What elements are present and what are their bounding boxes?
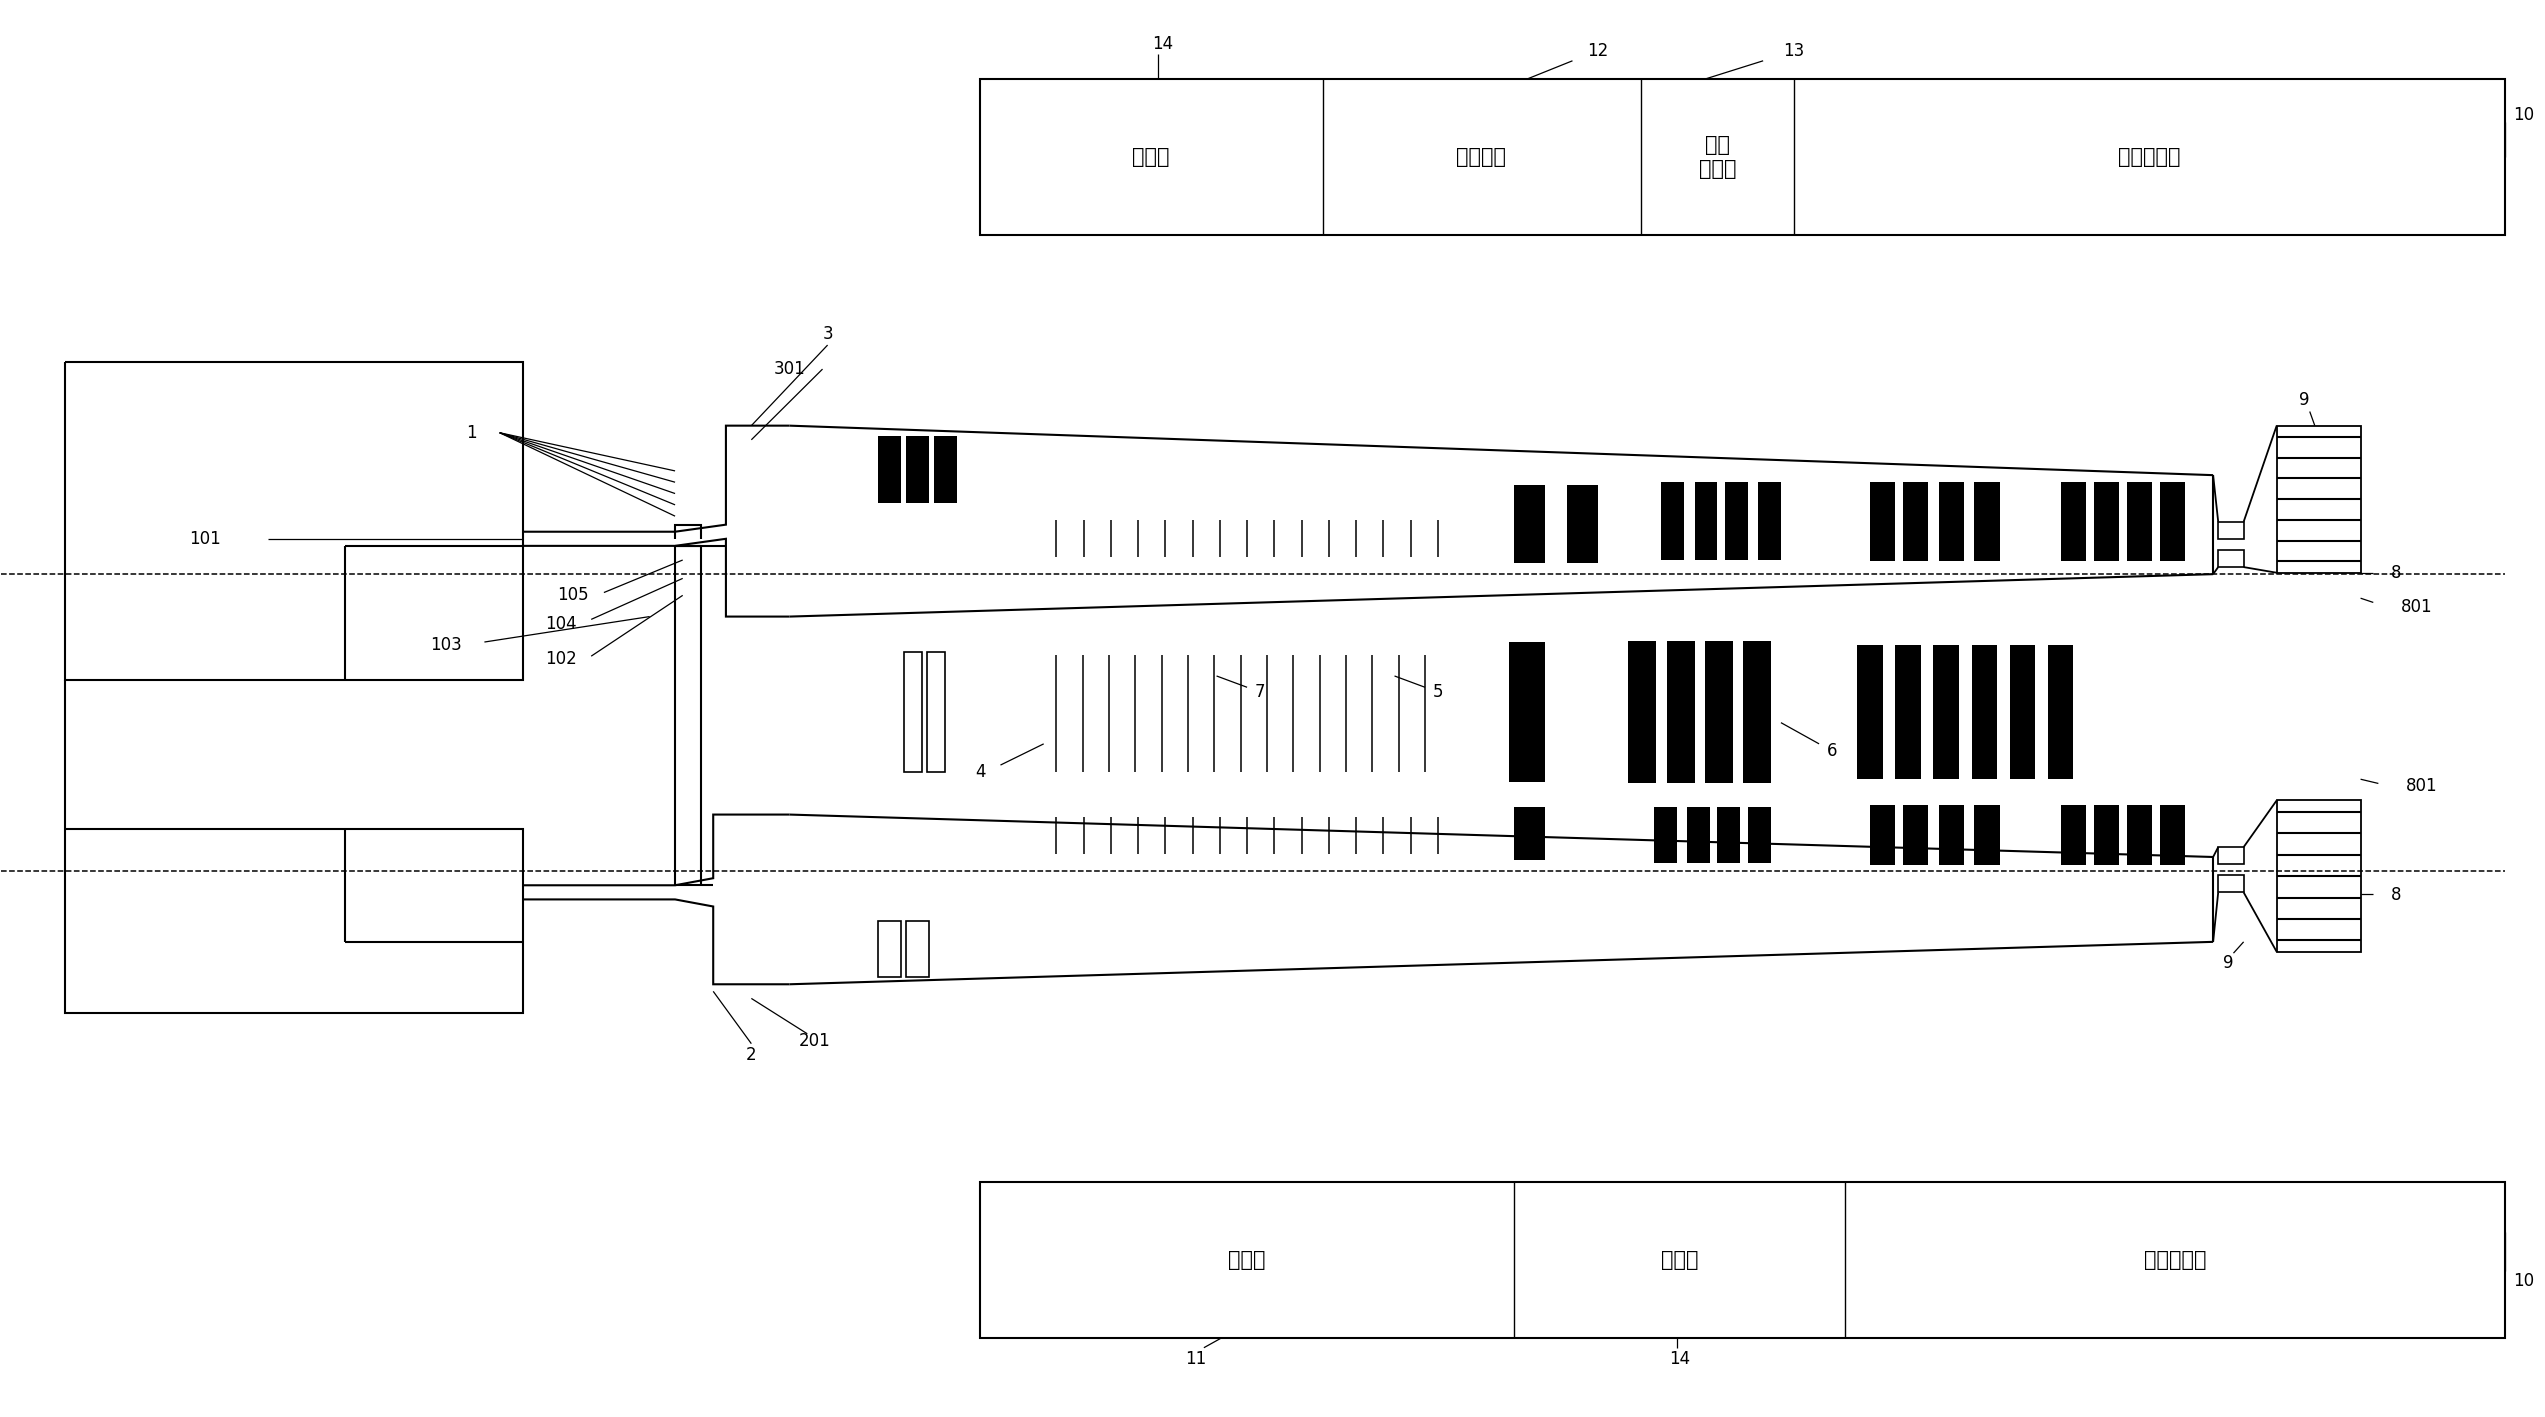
Bar xyxy=(1972,645,1998,779)
Text: 中控室: 中控室 xyxy=(1229,1250,1265,1270)
Bar xyxy=(1654,808,1677,863)
Bar xyxy=(2049,645,2074,779)
Text: 保护气室: 保护气室 xyxy=(1456,147,1507,167)
Text: 1: 1 xyxy=(466,424,476,442)
Bar xyxy=(2128,805,2153,866)
Text: 102: 102 xyxy=(545,650,578,667)
Text: 201: 201 xyxy=(799,1032,830,1050)
Bar xyxy=(2161,805,2186,866)
Bar xyxy=(1858,645,1883,779)
Text: 9: 9 xyxy=(2224,954,2235,972)
Bar xyxy=(1934,645,1960,779)
Text: 二氧
化硫室: 二氧 化硫室 xyxy=(1698,136,1736,179)
Bar xyxy=(1975,805,2000,866)
Text: 5: 5 xyxy=(1433,683,1443,700)
Text: 103: 103 xyxy=(430,636,463,653)
Bar xyxy=(1939,482,1965,561)
Bar xyxy=(980,1182,2504,1338)
Bar xyxy=(906,921,929,978)
Bar xyxy=(2011,645,2036,779)
Bar xyxy=(1904,805,1929,866)
Text: 9: 9 xyxy=(2298,391,2311,410)
Text: 6: 6 xyxy=(1827,743,1837,760)
Bar xyxy=(2278,801,2362,952)
Bar xyxy=(1629,640,1657,784)
Text: 104: 104 xyxy=(545,615,578,632)
Text: 8: 8 xyxy=(2390,564,2402,582)
Bar xyxy=(1939,805,1965,866)
Text: 11: 11 xyxy=(1186,1350,1206,1367)
Bar xyxy=(2161,482,2186,561)
Bar xyxy=(1743,640,1771,784)
Text: 10: 10 xyxy=(2512,1272,2535,1291)
Bar xyxy=(1975,482,2000,561)
Bar xyxy=(1667,640,1695,784)
Bar xyxy=(2095,805,2120,866)
Text: 105: 105 xyxy=(557,587,590,605)
Text: 配电房: 配电房 xyxy=(1133,147,1168,167)
Bar xyxy=(878,921,901,978)
Bar xyxy=(1687,808,1710,863)
Bar xyxy=(1896,645,1921,779)
Text: 3: 3 xyxy=(822,324,832,343)
Text: 801: 801 xyxy=(2400,598,2433,615)
Bar xyxy=(2128,482,2153,561)
Bar xyxy=(1568,485,1598,563)
Bar xyxy=(1759,482,1781,560)
Bar xyxy=(2219,847,2245,864)
Bar xyxy=(1662,482,1685,560)
Text: 槽底风机房: 槽底风机房 xyxy=(2117,147,2181,167)
Bar xyxy=(1509,642,1545,782)
Text: 4: 4 xyxy=(975,764,985,781)
Bar xyxy=(906,435,929,503)
Bar xyxy=(1904,482,1929,561)
Text: 7: 7 xyxy=(1255,683,1265,700)
Bar xyxy=(926,652,944,772)
Bar xyxy=(1726,482,1748,560)
Text: 2: 2 xyxy=(746,1046,756,1064)
Text: 12: 12 xyxy=(1588,43,1608,60)
Bar xyxy=(2219,521,2245,538)
Bar xyxy=(1514,808,1545,860)
Text: 801: 801 xyxy=(2405,778,2438,795)
Bar xyxy=(1514,485,1545,563)
Text: 8: 8 xyxy=(2390,886,2402,904)
Text: 14: 14 xyxy=(1670,1350,1690,1367)
Text: 槽底风机房: 槽底风机房 xyxy=(2143,1250,2207,1270)
Bar xyxy=(1748,808,1771,863)
Text: 301: 301 xyxy=(774,360,804,378)
Bar xyxy=(2219,550,2245,567)
Bar xyxy=(878,435,901,503)
Text: 14: 14 xyxy=(1153,35,1173,52)
Bar xyxy=(1871,805,1896,866)
Bar xyxy=(2061,805,2087,866)
Bar xyxy=(1718,808,1741,863)
Bar xyxy=(2095,482,2120,561)
Text: 101: 101 xyxy=(188,530,221,548)
Text: 10: 10 xyxy=(2512,105,2535,123)
Bar xyxy=(903,652,921,772)
Bar xyxy=(2061,482,2087,561)
Text: 配电房: 配电房 xyxy=(1659,1250,1698,1270)
Bar xyxy=(1871,482,1896,561)
Bar xyxy=(2219,876,2245,893)
Bar xyxy=(980,79,2504,235)
Text: 13: 13 xyxy=(1784,43,1804,60)
Bar xyxy=(2278,425,2362,572)
Bar xyxy=(1695,482,1718,560)
Bar xyxy=(934,435,957,503)
Bar xyxy=(1705,640,1733,784)
